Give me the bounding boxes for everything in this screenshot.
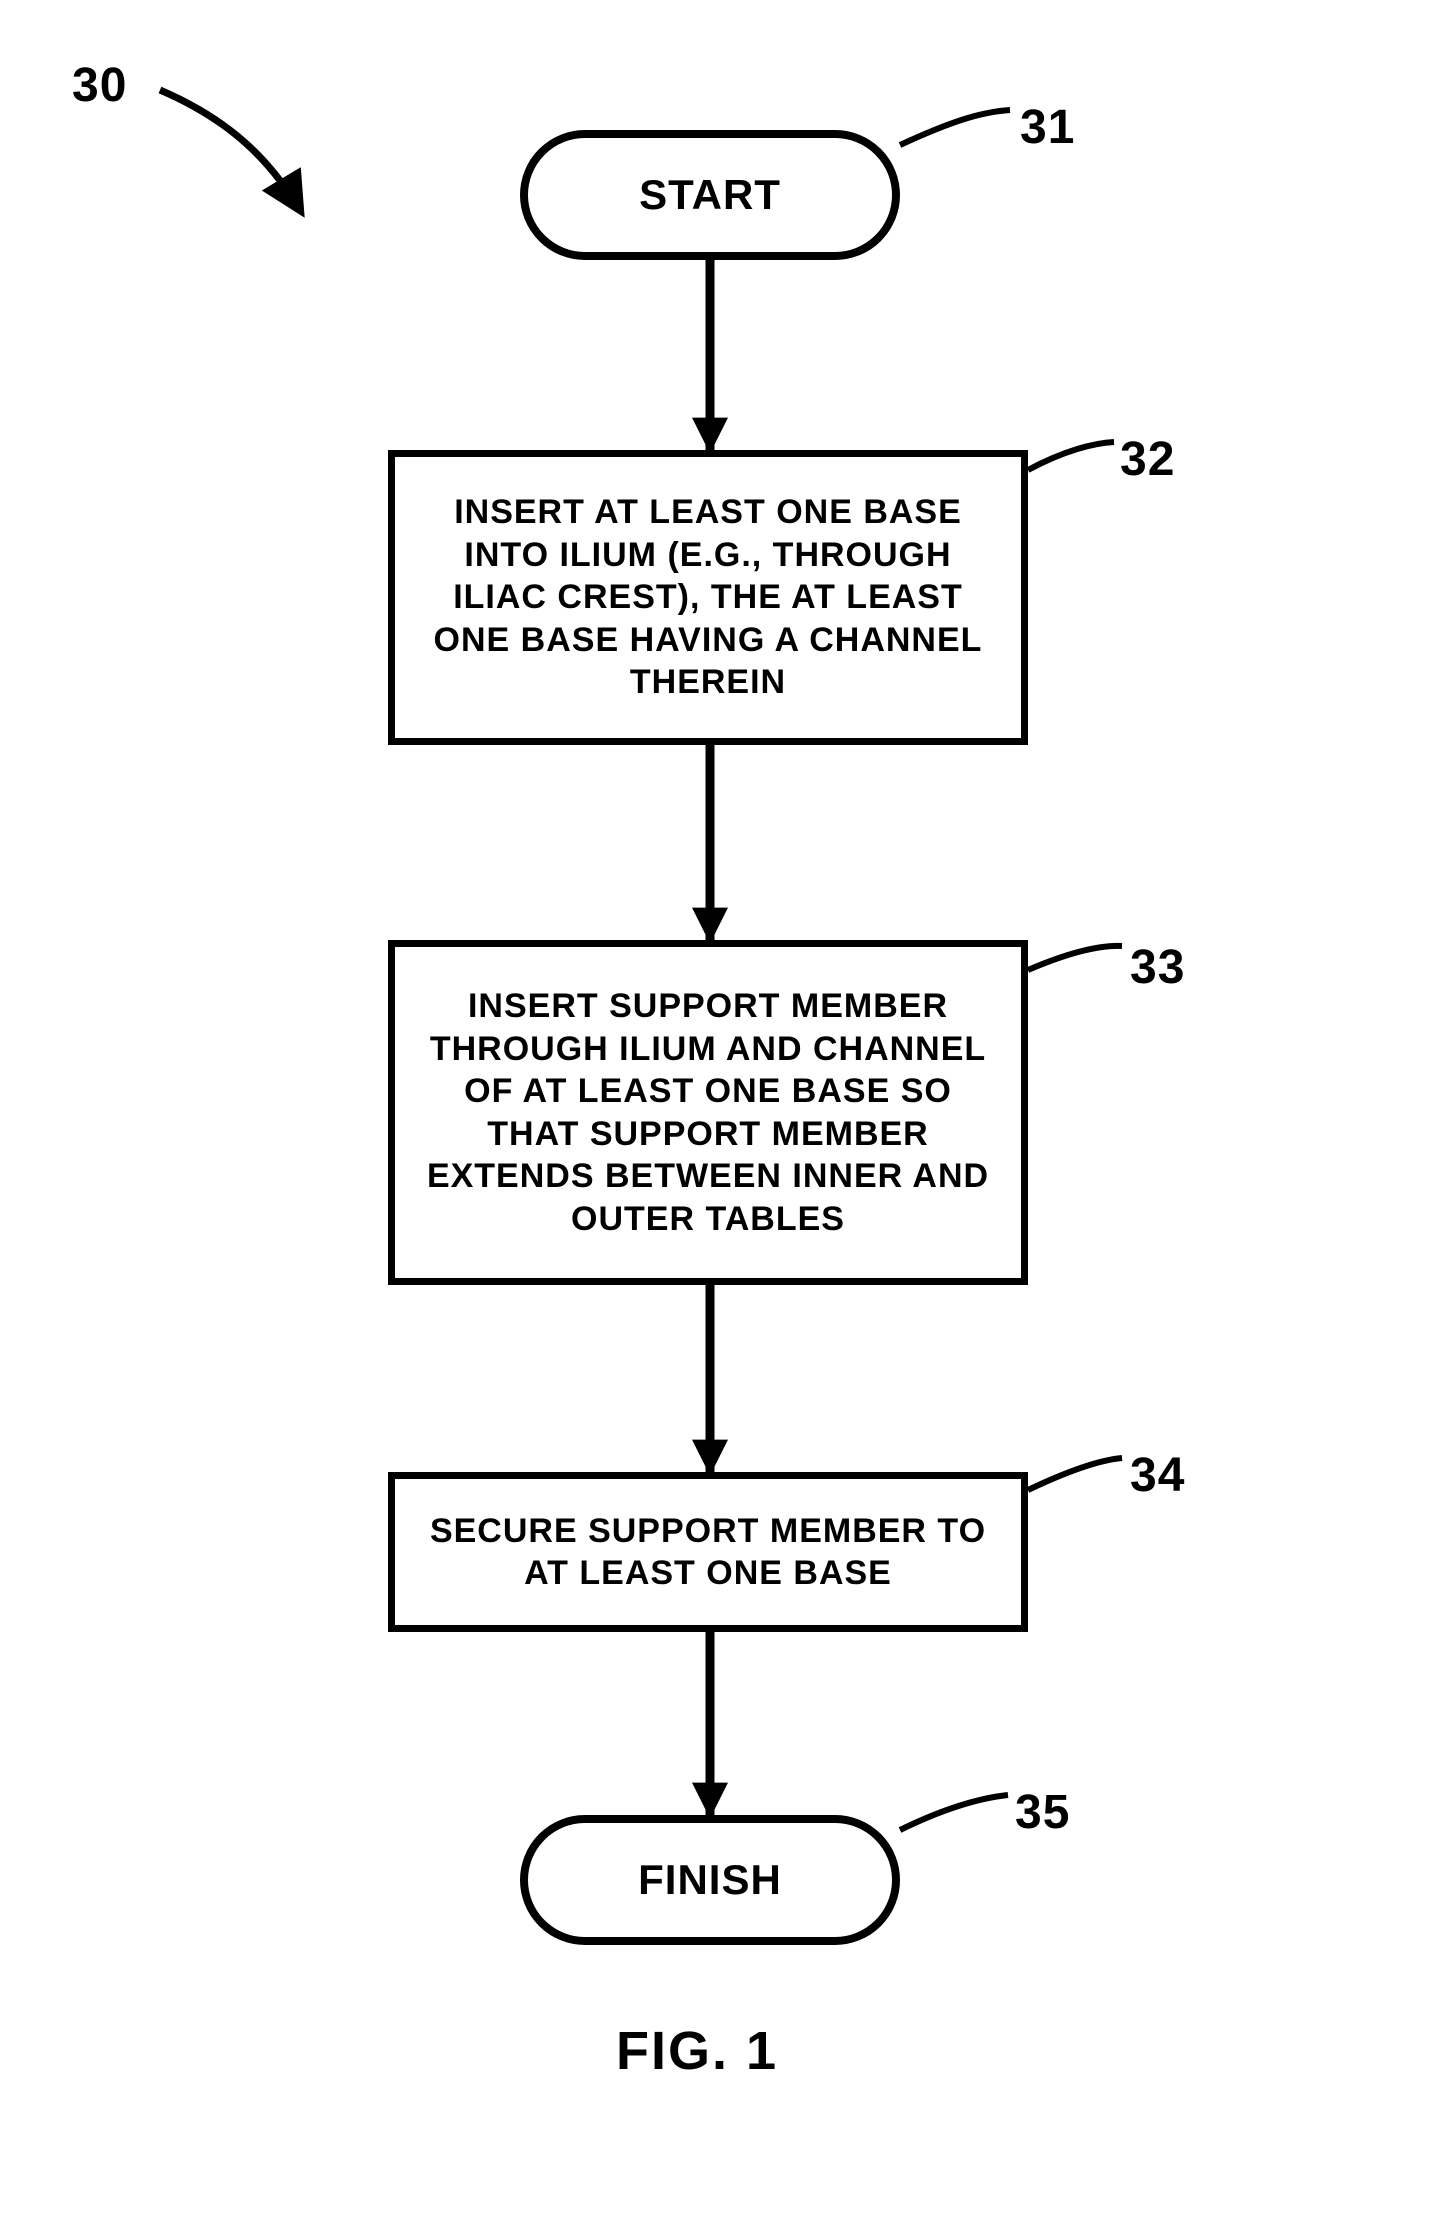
flowchart-container: 30 START INSERT AT LEAST ONE BASE INTO I… xyxy=(0,0,1448,2214)
figure-label: FIG. 1 xyxy=(616,2020,778,2082)
flow-arrows xyxy=(0,0,1448,2214)
